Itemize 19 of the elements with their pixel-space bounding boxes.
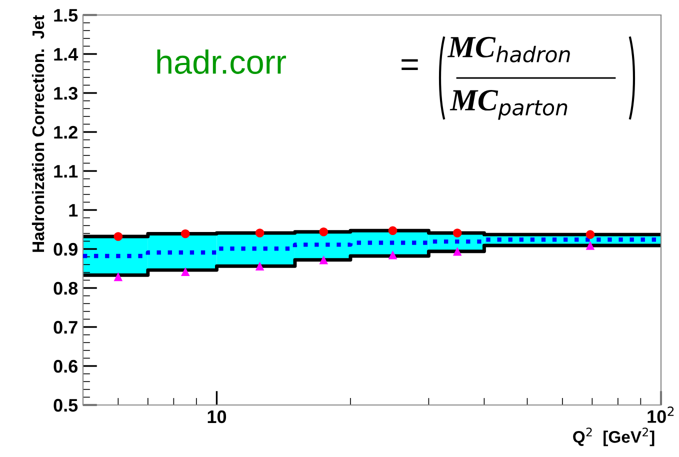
y-tick-label: 1.2	[54, 126, 78, 139]
annotation: MC$_{parton}$	[450, 90, 568, 120]
x-axis-title: Q$^{2}$ [GeV$^{2}$]	[573, 428, 654, 446]
y-tick-label: 0.8	[54, 282, 78, 295]
y-tick-label: 1.4	[54, 48, 78, 61]
y-tick-label: 0.6	[54, 360, 78, 373]
x-tick-label: 10	[208, 410, 226, 424]
annotation: hadr.corr	[157, 49, 286, 74]
y-tick-label: 1.1	[54, 165, 78, 178]
x-tick-label: 10$^{2}$	[648, 406, 674, 423]
y-tick-label: 1	[69, 204, 78, 217]
y-tick-label: 0.9	[54, 242, 78, 256]
y-tick-label: 1.5	[54, 9, 78, 22]
y-tick-label: 0.5	[54, 398, 78, 412]
annotation: MC$_{hadron}$	[447, 36, 570, 62]
y-axis-title: Hadronization Correction. Jet	[32, 15, 44, 252]
y-tick-label: 0.7	[54, 320, 78, 334]
y-tick-label: 1.3	[54, 86, 78, 100]
annotation: =	[402, 59, 418, 70]
